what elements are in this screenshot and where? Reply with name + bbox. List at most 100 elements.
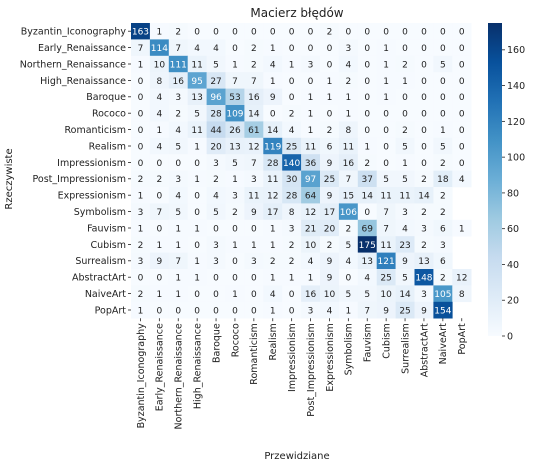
heatmap-cell xyxy=(131,219,151,237)
heatmap-cell xyxy=(433,23,453,40)
cell-value-label: 3 xyxy=(213,257,219,267)
cell-value-label: 14 xyxy=(362,192,374,202)
x-tick-labels: Byzantin_Iconography Early_Renaissance Nor… xyxy=(136,318,468,429)
heatmap-cell xyxy=(452,55,472,73)
cell-value-label: 0 xyxy=(459,60,465,70)
cell-value-label: 3 xyxy=(175,175,181,185)
heatmap-cell xyxy=(225,269,245,286)
cell-value-label: 163 xyxy=(132,28,149,38)
heatmap-cell xyxy=(320,236,340,253)
cell-value-label: 0 xyxy=(345,274,351,284)
colorbar-gradient xyxy=(488,23,502,336)
heatmap-cell xyxy=(187,203,207,221)
cell-value-label: 140 xyxy=(283,159,300,169)
cell-value-label: 5 xyxy=(175,208,181,218)
heatmap-cell xyxy=(149,23,170,40)
heatmap-cell xyxy=(433,301,453,319)
cell-value-label: 0 xyxy=(138,77,144,87)
heatmap-cell xyxy=(320,269,340,286)
cell-value-label: 17 xyxy=(324,208,335,218)
cell-value-label: 0 xyxy=(175,306,181,316)
heatmap-cell xyxy=(338,269,359,286)
heatmap-cell xyxy=(244,88,264,106)
chart-title: Macierz błędów xyxy=(250,6,343,20)
y-tick-label: Post_Impressionism xyxy=(33,174,126,185)
heatmap-cell xyxy=(338,236,359,253)
cell-value-label: 1 xyxy=(138,192,144,202)
cell-value-label: 0 xyxy=(383,110,389,120)
heatmap-cell xyxy=(452,23,472,40)
cell-value-label: 175 xyxy=(359,241,376,251)
cell-value-label: 0 xyxy=(138,274,144,284)
cell-value-label: 1 xyxy=(383,44,389,54)
cell-value-label: 0 xyxy=(421,60,427,70)
cell-value-label: 0 xyxy=(156,224,162,234)
cell-value-label: 0 xyxy=(459,44,465,54)
heatmap-cell xyxy=(376,301,396,319)
heatmap-cell xyxy=(168,105,188,122)
cell-value-label: 13 xyxy=(229,142,240,152)
heatmap-cell xyxy=(244,121,264,139)
cell-value-label: 12 xyxy=(267,192,278,202)
heatmap-cell xyxy=(395,236,415,253)
heatmap-cell xyxy=(301,187,321,204)
heatmap-cell xyxy=(376,170,396,188)
heatmap-cell xyxy=(149,203,170,221)
cell-value-label: 11 xyxy=(399,192,410,202)
cell-value-label: 0 xyxy=(194,159,200,169)
cell-value-label: 0 xyxy=(421,44,427,54)
heatmap-cell xyxy=(168,72,188,89)
cell-value-label: 0 xyxy=(213,274,219,284)
colorbar-tick-label: 60 xyxy=(507,224,519,235)
cell-value-label: 1 xyxy=(175,241,181,251)
heatmap-cell xyxy=(301,39,321,57)
cell-value-label: 0 xyxy=(421,159,427,169)
cell-value-label: 8 xyxy=(459,290,465,300)
cell-value-label: 1 xyxy=(138,224,144,234)
heatmap-cell xyxy=(320,219,340,237)
cell-value-label: 36 xyxy=(305,159,317,169)
heatmap-cell xyxy=(225,154,245,171)
cell-value-label: 4 xyxy=(270,60,276,70)
heatmap-cell xyxy=(301,88,321,106)
heatmap-cell xyxy=(187,137,207,155)
x-tick-label: Surrealism xyxy=(400,323,411,374)
cell-value-label: 1 xyxy=(402,77,408,87)
heatmap-cell xyxy=(131,23,151,40)
heatmap-cell xyxy=(433,55,453,73)
cell-value-label: 2 xyxy=(289,257,295,267)
cell-value-label: 0 xyxy=(194,208,200,218)
heatmap-cell xyxy=(131,121,151,139)
heatmap-cell xyxy=(206,219,226,237)
cell-value-label: 109 xyxy=(226,110,243,120)
heatmap-cell xyxy=(225,137,245,155)
heatmap-cell xyxy=(395,154,415,171)
cell-value-label: 0 xyxy=(251,224,257,234)
heatmap-cell xyxy=(149,170,170,188)
cell-value-label: 4 xyxy=(345,60,351,70)
heatmap-cell xyxy=(206,23,226,40)
cell-value-label: 4 xyxy=(156,93,162,103)
heatmap-cell xyxy=(357,55,377,73)
heatmap-cell xyxy=(149,285,170,303)
heatmap-cell xyxy=(187,88,207,106)
cell-value-label: 0 xyxy=(364,60,370,70)
cell-value-label: 119 xyxy=(264,142,281,152)
x-tick-label: Impressionism xyxy=(287,323,298,392)
cell-value-label: 0 xyxy=(364,28,370,38)
cell-value-label: 0 xyxy=(270,28,276,38)
cell-value-label: 3 xyxy=(402,208,408,218)
heatmap-cell xyxy=(414,269,434,286)
cell-value-label: 96 xyxy=(210,93,222,103)
heatmap-cells xyxy=(131,23,472,319)
cell-value-label: 2 xyxy=(440,208,446,218)
cell-value-label: 0 xyxy=(232,257,238,267)
heatmap-cell xyxy=(301,154,321,171)
heatmap-cell xyxy=(282,137,302,155)
cell-value-label: 0 xyxy=(232,224,238,234)
cell-value-label: 0 xyxy=(459,93,465,103)
heatmap-cell xyxy=(433,269,453,286)
heatmap-cell xyxy=(414,219,434,237)
heatmap-cell xyxy=(168,301,188,319)
heatmap-cell xyxy=(131,203,151,221)
